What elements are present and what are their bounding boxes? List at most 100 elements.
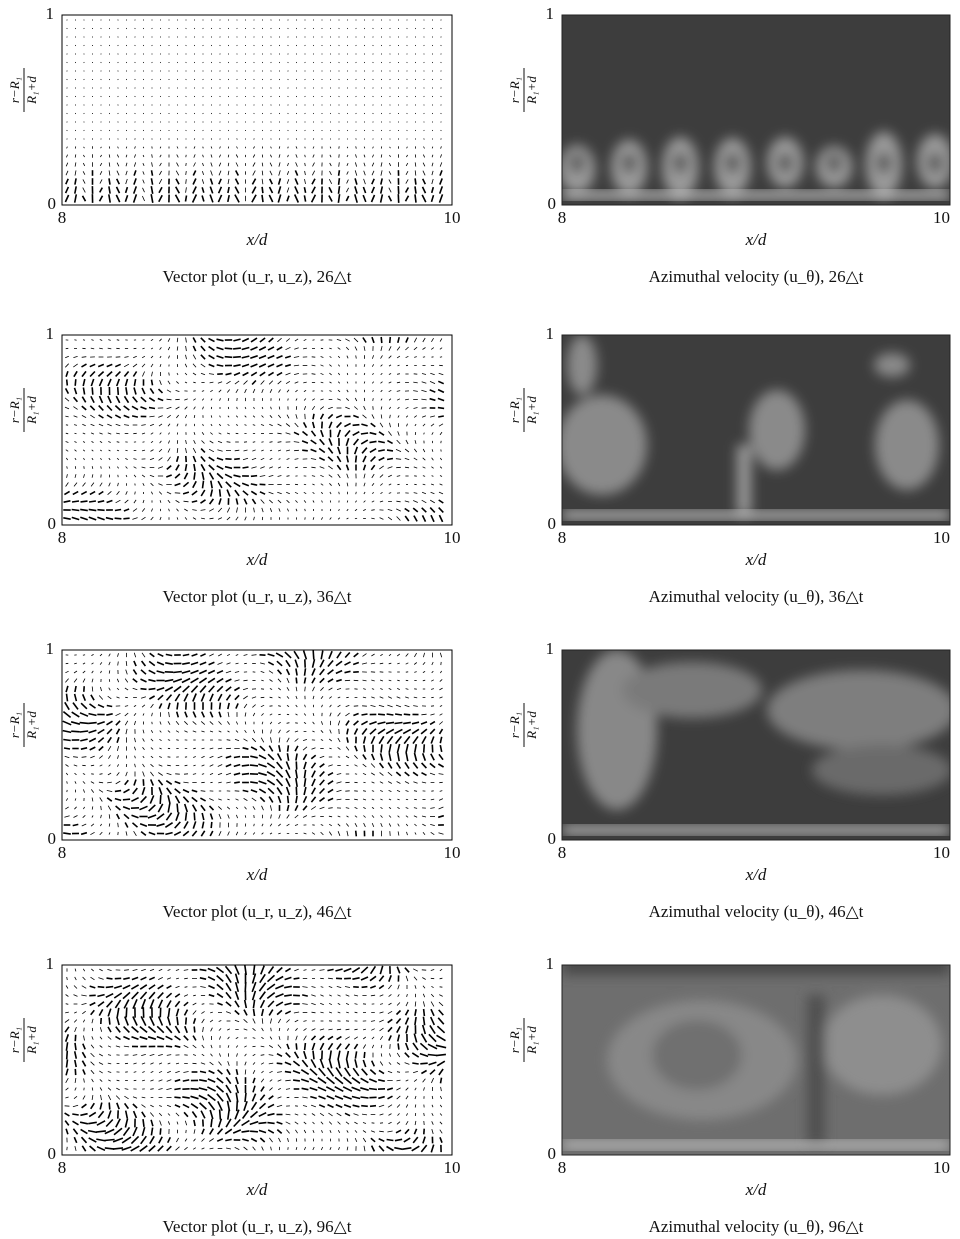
vector [118,387,119,395]
bottom-band [562,1141,950,1149]
vector [313,651,314,660]
vector [288,745,289,751]
vector [233,357,241,358]
cell-core [652,1020,742,1090]
vector [424,139,425,140]
contour-field [562,650,957,840]
vector [296,1043,297,1049]
vector [415,178,416,184]
vector [262,187,263,193]
vector [166,1046,172,1047]
vector [364,147,365,149]
cell [822,995,942,1095]
x-axis-label: x/d [246,1180,268,1199]
x-tick-label: 8 [58,528,67,547]
vector [152,380,153,386]
plume [567,335,597,395]
x-tick-label: 10 [444,208,461,227]
plume-core [876,153,892,173]
y-axis-label: r−R₁R₁+d [507,68,539,112]
vector [361,433,368,434]
y-label-denominator: R₁+d [24,1026,39,1055]
y-tick-label: 1 [46,324,55,343]
vector [277,1063,283,1064]
vector [174,1097,180,1098]
x-tick-label: 10 [444,528,461,547]
vector [211,1119,212,1127]
x-axis-label: x/d [745,1180,767,1199]
vector [361,1097,369,1098]
vector [106,987,113,988]
vector [251,476,257,477]
vector [71,731,80,732]
y-label-numerator: r−R₁ [507,397,522,423]
plume [622,662,762,718]
vector [233,348,241,349]
vector [126,1008,127,1018]
y-tick-label: 0 [48,194,57,213]
vector [387,450,393,451]
vector [412,1063,418,1064]
vector [149,408,155,409]
bottom-band [562,191,950,199]
vector [381,744,382,752]
vector [89,501,96,502]
x-tick-label: 10 [933,208,950,227]
vector [186,196,187,202]
vector [123,799,130,800]
caption: Azimuthal velocity (u_θ), 26△t [649,267,864,286]
vector [88,723,96,724]
vector [174,1089,180,1090]
plume [767,670,957,750]
vector [234,757,240,758]
vector [104,1140,114,1141]
vector [211,822,212,828]
vector [387,1140,394,1141]
x-axis-label: x/d [246,550,268,569]
bottom-band [562,511,950,519]
x-tick-label: 8 [58,208,67,227]
contour-field [562,955,950,1155]
vector [143,1119,144,1127]
x-tick-label: 10 [444,1158,461,1177]
x-tick-label: 10 [933,1158,950,1177]
vector [262,195,263,202]
contour-field [557,335,950,525]
y-tick-label: 1 [46,4,55,23]
vector [72,501,79,502]
y-label-numerator: r−R₁ [7,1027,22,1053]
vector [305,668,306,675]
vector [404,714,410,715]
x-tick-label: 8 [558,843,567,862]
y-tick-label: 1 [546,639,555,658]
x-tick-label: 10 [933,843,950,862]
vector [339,170,340,176]
x-tick-label: 10 [933,528,950,547]
plume-core [569,153,585,173]
contour-field [559,15,953,205]
vector [220,1110,221,1120]
vector [259,1123,267,1124]
vector [220,703,221,710]
x-axis-label: x/d [246,230,268,249]
vector [390,337,391,343]
plume-core [672,153,688,173]
x-tick-label: 8 [58,1158,67,1177]
vector [254,1009,255,1016]
vector [107,978,113,979]
vector [75,379,76,386]
y-tick-label: 1 [546,954,555,973]
vector [369,1089,377,1090]
plot-frame [62,15,452,205]
x-axis-label: x/d [745,550,767,569]
y-label-numerator: r−R₁ [507,77,522,103]
plume [557,395,647,495]
y-label-denominator: R₁+d [524,711,539,740]
vector [424,1009,425,1016]
x-tick-label: 8 [558,528,567,547]
vector [160,795,161,804]
y-tick-label: 1 [46,639,55,658]
vector [250,1131,258,1132]
vector [64,748,70,749]
vector [234,782,240,783]
